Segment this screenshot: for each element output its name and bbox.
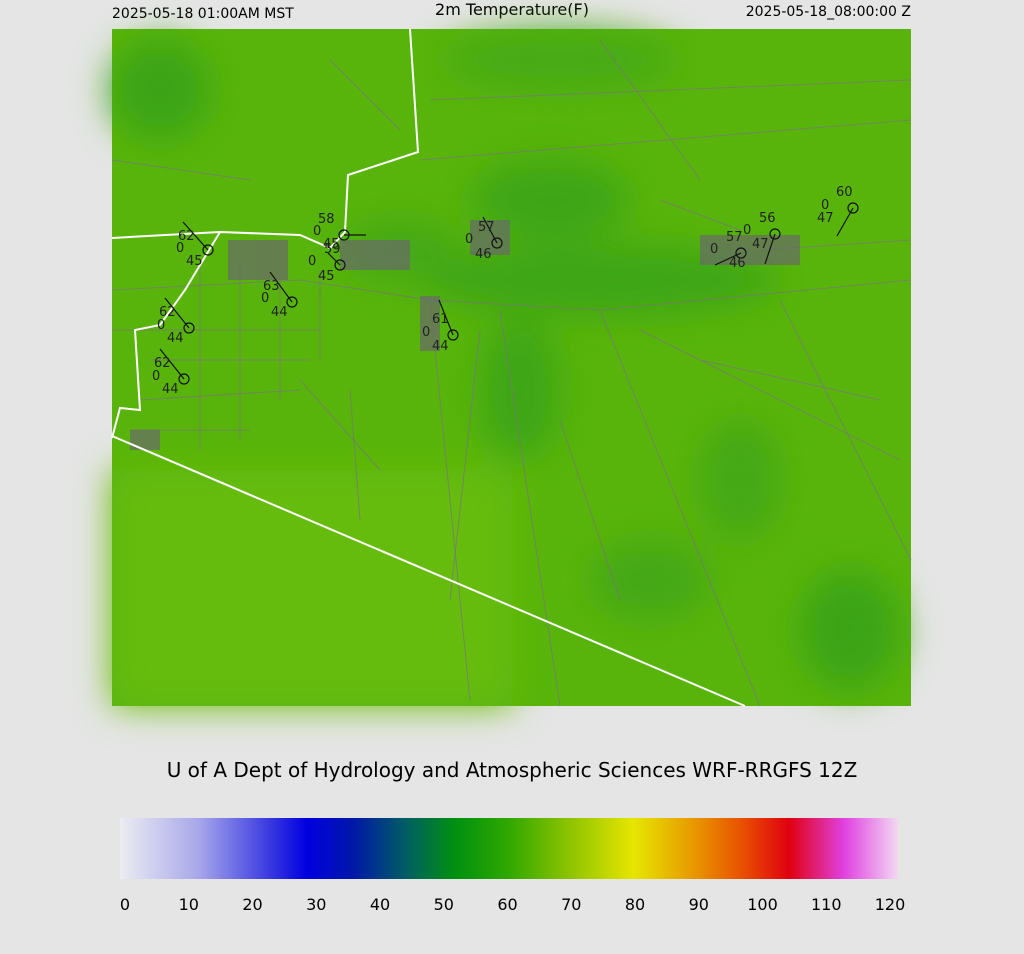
- station-circle: [178, 373, 190, 385]
- colorbar-tick-label: 40: [370, 895, 390, 914]
- station-dewpoint: 45: [318, 269, 335, 284]
- station-circle: [286, 296, 298, 308]
- colorbar-tick-label: 90: [689, 895, 709, 914]
- station-center: 0: [157, 318, 165, 333]
- colorbar-tick-label: 50: [434, 895, 454, 914]
- station-dewpoint: 46: [475, 247, 492, 262]
- station-center: 0: [743, 223, 751, 238]
- station-temperature: 63: [263, 279, 280, 294]
- station-temperature: 62: [159, 305, 176, 320]
- station-circle: [491, 237, 503, 249]
- station-dewpoint: 44: [271, 305, 288, 320]
- local-time: 2025-05-18 01:00AM MST: [112, 6, 294, 22]
- colorbar-tick-label: 30: [306, 895, 326, 914]
- station-center: 0: [176, 241, 184, 256]
- colorbar-ticks: 0 10 20 30 40 50 60 70 80 90 100 110 120: [120, 895, 905, 914]
- station-temperature: 59: [324, 242, 341, 257]
- station-temperature: 60: [836, 185, 853, 200]
- station-plots: 6204558045590456304462044620446104457046…: [152, 185, 859, 397]
- station-circle: [847, 202, 859, 214]
- station-circle: [769, 228, 781, 240]
- station-temperature: 61: [432, 312, 449, 327]
- wind-barb: [164, 297, 190, 329]
- colorbar-tick-label: 60: [497, 895, 517, 914]
- wind-barb: [269, 271, 293, 303]
- temperature-field: [110, 30, 900, 706]
- map-title: 2m Temperature(F): [435, 0, 589, 19]
- station-dewpoint: 47: [817, 211, 834, 226]
- station-dewpoint: 45: [323, 237, 340, 252]
- station-dewpoint: 44: [162, 382, 179, 397]
- station-temperature: 62: [178, 229, 195, 244]
- station-temperature: 57: [478, 220, 495, 235]
- station-center: 0: [261, 291, 269, 306]
- colorbar-tick-label: 80: [625, 895, 645, 914]
- station-center: 0: [465, 232, 473, 247]
- wind-barb: [438, 299, 454, 336]
- colorbar-tick-label: 100: [747, 895, 778, 914]
- station-circle: [735, 247, 747, 259]
- station-center: 0: [308, 254, 316, 269]
- borders: [111, 28, 746, 707]
- colorbar-tick-label: 20: [242, 895, 262, 914]
- colorbar-tick-label: 10: [179, 895, 199, 914]
- cities: [130, 220, 800, 450]
- station-center: 0: [152, 369, 160, 384]
- map-area: [110, 28, 912, 707]
- station-dewpoint: 44: [432, 339, 449, 354]
- credit: U of A Dept of Hydrology and Atmospheric…: [167, 758, 858, 782]
- wind-barb: [182, 221, 209, 251]
- station-center: 0: [313, 224, 321, 239]
- wind-barb: [327, 252, 341, 266]
- station-dewpoint: 46: [729, 256, 746, 271]
- station-temperature: 56: [759, 211, 776, 226]
- colorbar-tick-label: 120: [875, 895, 906, 914]
- colorbar: [120, 818, 898, 879]
- station-circle: [334, 259, 346, 271]
- station-temperature: 62: [154, 356, 171, 371]
- station-center: 0: [422, 325, 430, 340]
- colorbar-tick-label: 70: [561, 895, 581, 914]
- station-circle: [338, 229, 350, 241]
- station-center: 0: [821, 198, 829, 213]
- valid-time: 2025-05-18_08:00:00 Z: [746, 4, 911, 20]
- station-center: 0: [710, 242, 718, 257]
- station-circle: [202, 244, 214, 256]
- station-dewpoint: 45: [186, 254, 203, 269]
- station-circle: [447, 329, 459, 341]
- station-temperature: 58: [318, 212, 335, 227]
- station-circle: [183, 322, 195, 334]
- wind-barb: [159, 348, 185, 380]
- colorbar-tick-label: 0: [120, 895, 130, 914]
- station-temperature: 57: [726, 230, 743, 245]
- colorbar-tick-label: 110: [811, 895, 842, 914]
- station-dewpoint: 47: [752, 237, 769, 252]
- station-dewpoint: 44: [167, 331, 184, 346]
